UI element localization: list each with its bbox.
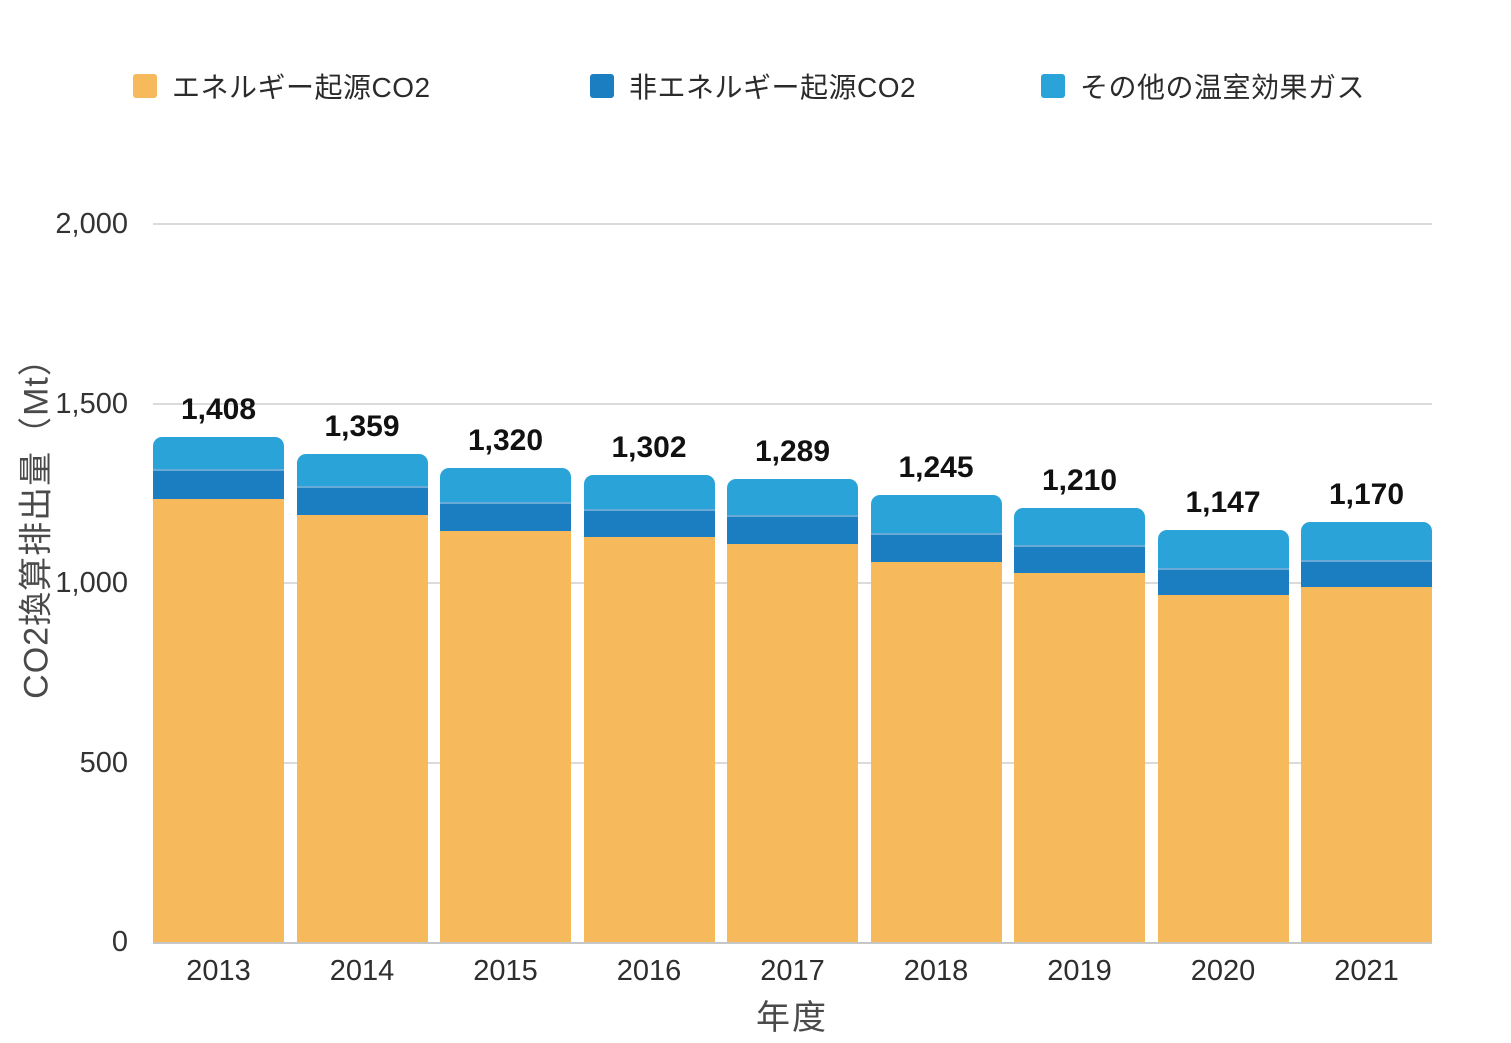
y-tick-label-1000: 1,000 [55,567,128,599]
bar-2018 [870,495,1002,942]
gridline-0 [153,942,1432,944]
bar-2013 [153,436,284,942]
bar-2021 [1301,521,1432,942]
bar-segment-2018-series-0 [870,561,1002,942]
gridline-1500 [153,402,1432,405]
x-tick-label-2013: 2013 [186,955,251,987]
legend-item-2: その他の温室効果ガス [1041,66,1365,106]
bar-2019 [1014,507,1145,942]
bar-total-label-2016: 1,302 [611,430,687,464]
x-tick-label-2017: 2017 [760,955,825,987]
legend-item-1: 非エネルギー起源CO2 [590,66,916,106]
bar-segment-2020-series-1 [1157,567,1289,595]
bar-2014 [296,454,428,942]
bar-segment-2017-series-1 [727,515,858,544]
legend-label: その他の温室効果ガス [1080,72,1366,103]
legend-swatch-icon [1041,74,1065,98]
x-axis-title: 年度 [756,999,828,1037]
bar-segment-2021-series-1 [1301,560,1432,588]
bar-total-label-2018: 1,245 [898,451,974,485]
bar-total-label-2015: 1,320 [467,424,544,458]
x-tick-label-2014: 2014 [329,955,395,987]
bar-segment-2013-series-1 [153,469,284,499]
bar-total-label-2017: 1,289 [754,435,831,469]
legend-swatch-icon [133,74,157,98]
legend-item-0: エネルギー起源CO2 [133,66,431,106]
x-tick-label-2018: 2018 [903,955,969,987]
bar-2020 [1157,530,1289,942]
bar-segment-2015-series-0 [440,530,571,942]
bar-total-label-2021: 1,170 [1328,477,1405,511]
bar-segment-2020-series-0 [1157,594,1289,942]
y-tick-label-0: 0 [111,926,128,958]
bar-segment-2013-series-0 [153,498,284,942]
legend-label: エネルギー起源CO2 [172,72,431,103]
bar-segment-2020-series-2 [1157,530,1289,568]
bar-2015 [440,468,571,942]
bar-segment-2019-series-1 [1014,545,1145,574]
bar-segment-2016-series-0 [583,537,715,942]
bar-segment-2017-series-2 [727,479,858,516]
y-tick-label-2000: 2,000 [55,208,128,240]
bar-segment-2018-series-2 [870,495,1002,534]
bar-segment-2019-series-2 [1014,507,1145,546]
bar-segment-2014-series-0 [296,515,428,942]
bar-total-label-2013: 1,408 [180,392,257,426]
bar-segment-2014-series-2 [296,454,428,487]
bar-segment-2016-series-2 [583,474,715,509]
bar-segment-2021-series-0 [1301,587,1432,942]
bar-segment-2016-series-1 [583,508,715,538]
bar-total-label-2019: 1,210 [1041,463,1118,497]
x-tick-label-2020: 2020 [1190,955,1256,987]
legend-swatch-icon [590,74,614,98]
x-tick-label-2019: 2019 [1047,955,1112,987]
bar-total-label-2020: 1,147 [1185,486,1261,520]
bar-2017 [727,479,858,942]
gridline-2000 [153,223,1432,225]
bar-segment-2021-series-2 [1301,521,1432,561]
y-tick-label-1500: 1,500 [55,387,128,420]
bar-segment-2018-series-1 [870,533,1002,562]
bar-segment-2017-series-0 [727,543,858,942]
bar-segment-2015-series-1 [440,501,571,531]
legend-label: 非エネルギー起源CO2 [629,72,917,103]
x-tick-label-2021: 2021 [1334,955,1399,987]
bar-total-label-2014: 1,359 [324,410,400,444]
bar-2016 [583,474,715,942]
bar-segment-2014-series-1 [296,486,428,516]
bar-segment-2013-series-2 [153,436,284,470]
x-tick-label-2016: 2016 [616,955,682,987]
y-tick-label-500: 500 [79,746,128,779]
x-tick-label-2015: 2015 [473,955,538,987]
bar-segment-2019-series-0 [1014,573,1145,942]
plot-area: 0 500 1,000 1,500 2,000 1,408 2013 1,359 2014 1,3… [55,208,1432,987]
bar-segment-2015-series-2 [440,468,571,502]
